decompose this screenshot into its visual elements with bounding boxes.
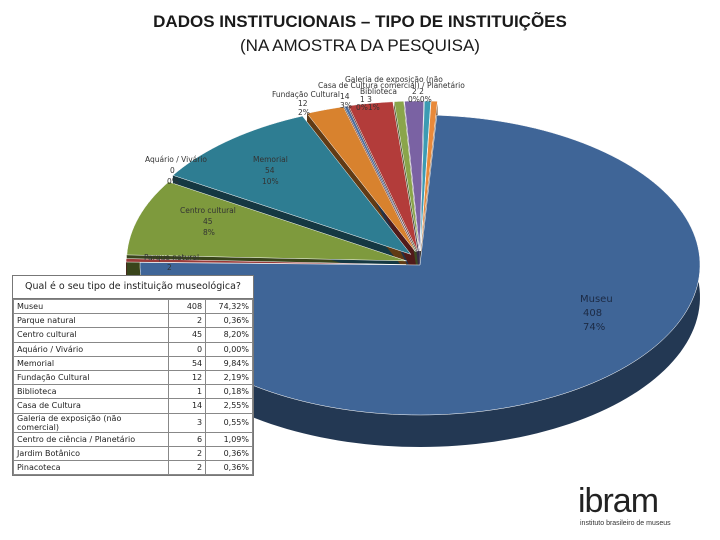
- label-memorial-pct: 10%: [262, 177, 279, 186]
- table-row: Aquário / Vivário 0 0,00%: [12, 341, 253, 357]
- label-fundacao-name: Fundação Cultural: [272, 90, 340, 99]
- table-cell-type: Centro cultural: [12, 327, 170, 343]
- pie-slices: [125, 100, 701, 447]
- table-cell-count: 3: [168, 412, 207, 433]
- label-small-pct: 0%0%: [408, 95, 432, 104]
- slice-ciencia: [404, 100, 424, 252]
- table-row: Biblioteca 1 0,18%: [12, 384, 253, 400]
- table-cell-type: Museu: [12, 298, 170, 315]
- label-mid-values: 1 3: [360, 95, 372, 104]
- logo-wordmark: ibram: [578, 482, 659, 520]
- slice-memorial: [172, 115, 412, 255]
- page-title: DADOS INSTITUCIONAIS – TIPO DE INSTITUIÇ…: [153, 12, 567, 31]
- slice-centro: [126, 181, 407, 262]
- slice-galeria: [393, 101, 420, 252]
- table-row: Casa de Cultura 14 2,55%: [12, 398, 253, 414]
- label-crowded-2: Casa de Cultura comercial) / Planetário: [318, 81, 465, 90]
- table-row: Centro de ciência / Planetário 6 1,09%: [12, 431, 253, 447]
- table-cell-type: Casa de Cultura: [12, 398, 170, 414]
- page-subtitle: (NA AMOSTRA DA PESQUISA): [240, 36, 480, 55]
- table-row: Centro cultural 45 8,20%: [12, 327, 253, 343]
- label-centro-pct: 8%: [203, 228, 215, 237]
- label-small-values: 2 2: [412, 87, 424, 96]
- slice-parque: [125, 258, 407, 265]
- table-cell-count: 12: [168, 369, 207, 386]
- label-aquario-value: 0: [170, 166, 175, 175]
- table-cell-percent: 9,84%: [205, 355, 253, 371]
- ibram-logo: ibram instituto brasileiro de museus: [570, 482, 710, 530]
- table-cell-type: Pinacoteca: [12, 459, 170, 476]
- table-cell-count: 408: [168, 298, 207, 315]
- table-row: Pinacoteca 2 0,36%: [12, 459, 253, 476]
- logo-subtitle: instituto brasileiro de museus: [580, 520, 671, 527]
- label-memorial-name: Memorial: [253, 155, 288, 164]
- label-fundacao-pct: 2%: [298, 108, 310, 117]
- table-row: Galeria de exposição (não comercial) 3 0,5…: [12, 412, 253, 433]
- label-museu-pct: 74%: [583, 322, 605, 333]
- table-cell-percent: 0,36%: [205, 313, 253, 329]
- label-fundacao-value: 12: [298, 99, 308, 108]
- table-cell-percent: 2,19%: [205, 369, 253, 386]
- label-aquario-pct: 0%: [167, 177, 179, 186]
- table-cell-count: 54: [168, 355, 207, 371]
- table-header: Qual é o seu tipo de instituição museoló…: [13, 276, 253, 299]
- slice-fundacao: [306, 106, 416, 252]
- slice-biblioteca: [343, 105, 417, 252]
- table-row: Museu 408 74,32%: [12, 298, 253, 315]
- table-cell-percent: 0,00%: [205, 341, 253, 357]
- table-cell-type: Galeria de exposição (não comercial): [12, 412, 170, 433]
- table-cell-type: Fundação Cultural: [12, 369, 170, 386]
- table-cell-percent: 1,09%: [205, 431, 253, 447]
- label-crowded-top: Galeria de exposição (não: [345, 75, 443, 84]
- table-row: Fundação Cultural 12 2,19%: [12, 369, 253, 386]
- table-cell-count: 45: [168, 327, 207, 343]
- table-cell-count: 1: [168, 384, 207, 400]
- label-parque-value: 2: [167, 263, 172, 272]
- label-museu-value: 408: [583, 308, 602, 319]
- pie-labels: Museu 408 74% Memorial 54 10% Centro cul…: [144, 75, 613, 333]
- label-museu-name: Museu: [580, 294, 613, 305]
- table-cell-type: Biblioteca: [12, 384, 170, 400]
- label-crowded-3: Biblioteca: [360, 87, 397, 96]
- label-memorial-value: 54: [265, 166, 275, 175]
- table-cell-count: 6: [168, 431, 207, 447]
- slice-casa: [348, 101, 418, 252]
- table-cell-type: Memorial: [12, 355, 170, 371]
- label-centro-value: 45: [203, 217, 213, 226]
- table-cell-type: Centro de ciência / Planetário: [12, 431, 170, 447]
- label-centro-name: Centro cultural: [180, 206, 236, 215]
- label-mid-pct: 0%1%: [356, 103, 380, 112]
- table-cell-percent: 0,18%: [205, 384, 253, 400]
- table-cell-percent: 74,32%: [205, 298, 253, 315]
- slice-jardim: [420, 100, 432, 252]
- slice-pinacoteca: [420, 100, 438, 252]
- table-cell-count: 2: [168, 313, 207, 329]
- table-row: Memorial 54 9,84%: [12, 355, 253, 371]
- table-cell-percent: 0,36%: [205, 445, 253, 461]
- table-cell-percent: 2,55%: [205, 398, 253, 414]
- label-aquario-name: Aquário / Vivário: [145, 155, 207, 164]
- label-casa-value: 14: [340, 92, 350, 101]
- table-cell-count: 0: [168, 341, 207, 357]
- label-parque-name: Parque natural: [144, 253, 199, 262]
- table-cell-percent: 8,20%: [205, 327, 253, 343]
- table-body: Museu 408 74,32% Parque natural 2 0,36% Centro…: [12, 298, 253, 476]
- data-table: Qual é o seu tipo de instituição museoló…: [12, 275, 254, 477]
- table-row: Parque natural 2 0,36%: [12, 313, 253, 329]
- table-cell-count: 2: [168, 459, 207, 476]
- table-cell-percent: 0,36%: [205, 459, 253, 476]
- label-casa-pct: 3%: [340, 101, 352, 110]
- table-cell-count: 14: [168, 398, 207, 414]
- table-cell-count: 2: [168, 445, 207, 461]
- table-row: Jardim Botânico 2 0,36%: [12, 445, 253, 461]
- table-cell-type: Aquário / Vivário: [12, 341, 170, 357]
- table-cell-type: Parque natural: [12, 313, 170, 329]
- table-cell-type: Jardim Botânico: [12, 445, 170, 461]
- table-cell-percent: 0,55%: [205, 412, 253, 433]
